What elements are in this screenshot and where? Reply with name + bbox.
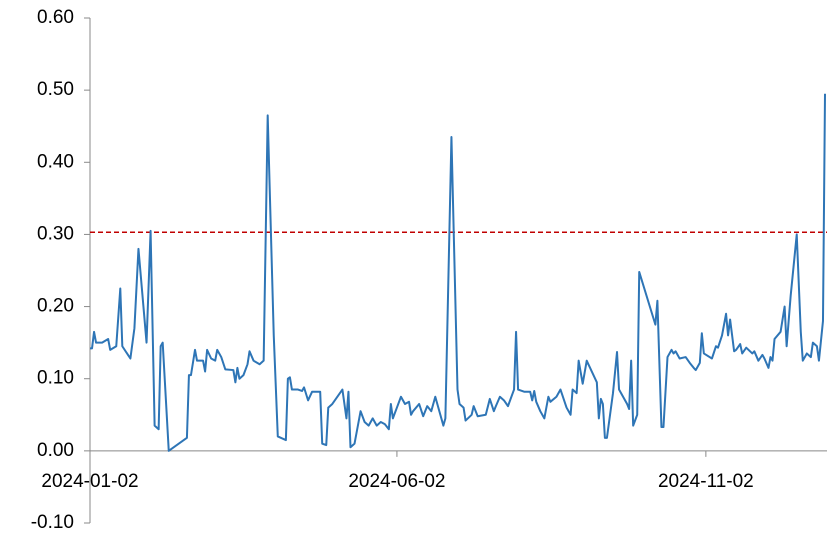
- y-tick-label: 0.20: [37, 296, 74, 317]
- y-tick-label: 0.10: [37, 368, 74, 389]
- x-tick-label: 2024-01-02: [41, 471, 138, 492]
- y-tick-label: 0.00: [37, 440, 74, 461]
- y-tick-label: -0.10: [31, 512, 74, 533]
- data-line: [90, 93, 826, 452]
- y-tick-label: 0.50: [37, 79, 74, 100]
- x-tick-label: 2024-11-02: [658, 471, 754, 492]
- y-tick-label: 0.60: [37, 7, 74, 28]
- x-tick-label: 2024-06-02: [348, 471, 445, 492]
- y-tick-label: 0.40: [37, 151, 74, 172]
- y-tick-label: 0.30: [37, 223, 74, 244]
